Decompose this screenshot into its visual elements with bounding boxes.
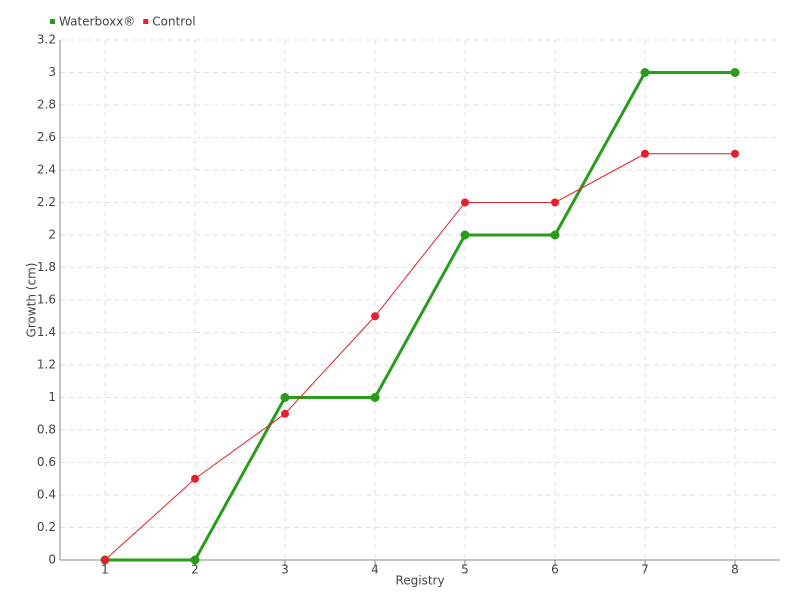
- y-tick-label: 2.4: [37, 163, 56, 177]
- data-point: [371, 312, 379, 321]
- legend-marker: [143, 19, 149, 24]
- y-tick-label: 0.6: [37, 455, 56, 469]
- data-point: [641, 149, 649, 158]
- y-tick-label: 1.6: [37, 293, 56, 307]
- y-tick-label: 3.2: [37, 33, 56, 47]
- data-point: [101, 556, 109, 564]
- y-tick-label: 1.4: [37, 325, 56, 339]
- x-tick-label: 2: [191, 563, 199, 577]
- legend-marker: [50, 19, 55, 24]
- y-tick-label: 3: [48, 65, 56, 79]
- x-tick-label: 1: [101, 563, 109, 577]
- y-tick-label: 0: [48, 553, 56, 567]
- y-tick-label: 1: [48, 390, 56, 404]
- data-point: [370, 393, 380, 402]
- x-tick-label: 7: [641, 563, 649, 577]
- y-tick-label: 2.6: [37, 130, 56, 144]
- series-line: [105, 71, 735, 562]
- data-point: [281, 409, 289, 418]
- data-point: [191, 474, 199, 483]
- y-tick-label: 2.2: [37, 195, 56, 209]
- data-point: [640, 68, 650, 77]
- x-tick-label: 4: [371, 563, 379, 577]
- series-line: [104, 153, 735, 561]
- data-point: [460, 230, 470, 240]
- data-point: [190, 555, 200, 565]
- y-tick-label: 0.4: [37, 488, 56, 502]
- y-axis-title: Growth (cm): [25, 263, 39, 338]
- x-tick-label: 6: [551, 563, 559, 577]
- y-tick-label: 2.8: [37, 98, 56, 112]
- y-tick-label: 1.8: [37, 260, 56, 274]
- legend-label: Control: [152, 15, 195, 29]
- legend-label: Waterboxx®: [59, 15, 135, 29]
- x-tick-label: 8: [731, 563, 739, 577]
- data-point: [730, 68, 740, 77]
- x-tick-label: 5: [461, 563, 469, 577]
- y-tick-label: 0.8: [37, 423, 56, 437]
- y-tick-label: 2: [48, 228, 56, 242]
- x-tick-label: 3: [281, 563, 289, 577]
- data-point: [280, 393, 290, 402]
- data-point: [731, 149, 739, 158]
- y-tick-label: 1.2: [37, 358, 56, 372]
- x-axis-title: Registry: [395, 574, 444, 588]
- y-tick-label: 0.2: [37, 520, 56, 534]
- data-point: [461, 198, 469, 207]
- data-point: [550, 230, 560, 240]
- data-point: [551, 198, 559, 207]
